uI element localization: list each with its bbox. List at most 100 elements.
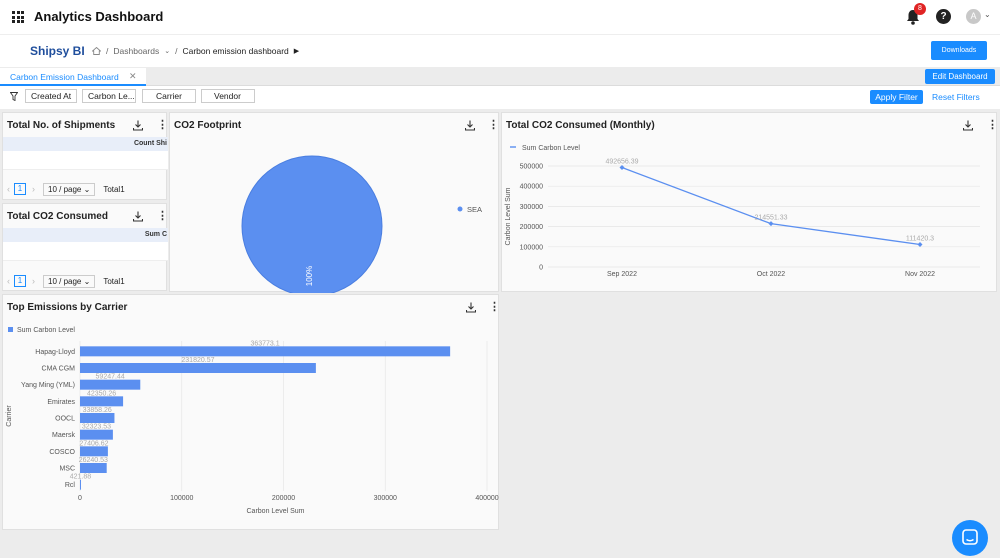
chevron-right-icon[interactable]: › bbox=[32, 276, 35, 286]
tab-bar: Carbon Emission Dashboard ✕ Edit Dashboa… bbox=[0, 67, 1000, 86]
download-icon[interactable] bbox=[133, 211, 143, 222]
y-axis-label: Carbon Level Sum bbox=[505, 187, 512, 245]
panel-monthly-co2: Total CO2 Consumed (Monthly) ⋮ Sum Carbo… bbox=[501, 112, 998, 292]
page-number[interactable]: 1 bbox=[14, 275, 26, 287]
filter-bar: Created At Carbon Le... Carrier Vendor A… bbox=[0, 86, 1000, 109]
pie-slice[interactable] bbox=[241, 155, 383, 293]
chat-icon bbox=[962, 529, 978, 545]
panel-total-shipments: Total No. of Shipments ⋮ Count Shi ‹ 1 ›… bbox=[2, 112, 168, 200]
chevron-left-icon[interactable]: ‹ bbox=[7, 276, 10, 286]
page-size-value: 10 / page bbox=[48, 276, 82, 286]
panel-title: CO2 Footprint bbox=[174, 120, 242, 131]
table-row bbox=[3, 151, 168, 170]
filter-carbon-level[interactable]: Carbon Le... bbox=[82, 89, 136, 103]
y-tick-label: COSCO bbox=[49, 449, 75, 456]
filter-carrier[interactable]: Carrier bbox=[142, 89, 196, 103]
panel-title: Total CO2 Consumed bbox=[7, 211, 108, 222]
legend-swatch bbox=[8, 327, 13, 332]
downloads-button[interactable]: Downloads bbox=[931, 41, 987, 60]
data-point[interactable] bbox=[619, 164, 625, 170]
table-row bbox=[3, 242, 168, 261]
chevron-down-icon[interactable]: ⌄ bbox=[164, 48, 171, 55]
data-label: 42350.26 bbox=[87, 390, 116, 397]
filter-icon[interactable] bbox=[10, 92, 18, 101]
download-icon[interactable] bbox=[466, 302, 476, 313]
bar[interactable] bbox=[80, 363, 316, 373]
y-tick-label: Hapag-Lloyd bbox=[35, 349, 75, 356]
download-icon[interactable] bbox=[963, 120, 973, 131]
brand-logo[interactable]: Shipsy BI bbox=[30, 44, 85, 58]
data-point[interactable] bbox=[768, 221, 774, 227]
y-tick-label: Maersk bbox=[52, 432, 75, 439]
filter-vendor[interactable]: Vendor bbox=[201, 89, 255, 103]
bar[interactable] bbox=[80, 346, 451, 357]
table-header[interactable]: Count Shi bbox=[3, 137, 168, 151]
bar[interactable] bbox=[80, 429, 113, 440]
page-number[interactable]: 1 bbox=[14, 183, 26, 195]
data-point[interactable] bbox=[917, 241, 923, 247]
chat-button[interactable] bbox=[952, 520, 988, 556]
legend-label[interactable]: SEA bbox=[467, 205, 482, 214]
data-label: 214551.33 bbox=[754, 215, 787, 222]
home-icon[interactable] bbox=[92, 47, 101, 55]
chevron-right-icon[interactable]: › bbox=[32, 184, 35, 194]
page-size-select[interactable]: 10 / page ⌄ bbox=[43, 182, 96, 196]
y-tick-label: 100000 bbox=[520, 244, 543, 251]
x-axis-label: Carbon Level Sum bbox=[247, 508, 305, 515]
data-label: 363773.1 bbox=[250, 340, 279, 347]
chevron-down-icon[interactable]: ⌄ bbox=[984, 10, 991, 19]
y-tick-label: MSC bbox=[59, 466, 75, 473]
x-tick-label: Nov 2022 bbox=[905, 271, 935, 278]
close-icon[interactable]: ✕ bbox=[129, 71, 137, 81]
caret-right-icon[interactable]: ▶ bbox=[293, 48, 300, 55]
breadcrumb-dashboards[interactable]: Dashboards bbox=[113, 46, 160, 56]
avatar[interactable]: A bbox=[966, 9, 981, 24]
legend-label[interactable]: Sum Carbon Level bbox=[522, 145, 580, 152]
help-icon[interactable]: ? bbox=[936, 9, 951, 24]
chevron-left-icon[interactable]: ‹ bbox=[7, 184, 10, 194]
x-tick-label: 200000 bbox=[272, 495, 295, 502]
apps-grid-icon[interactable] bbox=[12, 11, 24, 23]
page-size-select[interactable]: 10 / page ⌄ bbox=[43, 274, 96, 288]
total-count: Total1 bbox=[103, 184, 125, 194]
apply-filter-button[interactable]: Apply Filter bbox=[870, 90, 923, 104]
tab-carbon-emission-dashboard[interactable]: Carbon Emission Dashboard bbox=[0, 68, 146, 86]
pagination: ‹ 1 › 10 / page ⌄ Total1 bbox=[7, 274, 125, 288]
notification-badge: 8 bbox=[914, 3, 926, 15]
pagination: ‹ 1 › 10 / page ⌄ Total1 bbox=[7, 182, 125, 196]
legend-swatch bbox=[457, 206, 463, 212]
y-tick-label: 200000 bbox=[520, 224, 543, 231]
legend-label[interactable]: Sum Carbon Level bbox=[17, 327, 75, 334]
more-vertical-icon[interactable]: ⋮ bbox=[157, 210, 168, 222]
page-size-value: 10 / page bbox=[48, 184, 82, 194]
panel-co2-footprint: CO2 Footprint ⋮ 100% SEA bbox=[169, 112, 499, 293]
table-header[interactable]: Sum C bbox=[3, 228, 168, 242]
pie-slice-label: 100% bbox=[305, 266, 314, 286]
data-label: 111420.3 bbox=[906, 235, 934, 242]
reset-filters-link[interactable]: Reset Filters bbox=[932, 92, 980, 102]
y-tick-label: Rcl bbox=[65, 482, 76, 489]
data-label: 26240.53 bbox=[79, 457, 108, 464]
top-bar: Analytics Dashboard 8 ? A ⌄ bbox=[0, 0, 1000, 34]
bar[interactable] bbox=[80, 446, 108, 457]
download-icon[interactable] bbox=[465, 120, 475, 131]
more-vertical-icon[interactable]: ⋮ bbox=[157, 119, 168, 131]
x-tick-label: 100000 bbox=[170, 495, 193, 502]
bar[interactable] bbox=[80, 479, 81, 490]
y-tick-label: 500000 bbox=[520, 164, 543, 171]
bar[interactable] bbox=[80, 379, 141, 390]
bar[interactable] bbox=[80, 413, 115, 423]
edit-dashboard-button[interactable]: Edit Dashboard bbox=[925, 69, 995, 84]
breadcrumb-current: Carbon emission dashboard bbox=[182, 46, 289, 56]
filter-created-at[interactable]: Created At bbox=[25, 89, 77, 103]
x-tick-label: 400000 bbox=[475, 495, 498, 502]
download-icon[interactable] bbox=[133, 120, 143, 131]
bar[interactable] bbox=[80, 396, 124, 407]
panel-total-co2-consumed: Total CO2 Consumed ⋮ Sum C ‹ 1 › 10 / pa… bbox=[2, 203, 168, 291]
data-label: 33858.26 bbox=[83, 407, 112, 414]
panel-title: Total CO2 Consumed (Monthly) bbox=[506, 120, 655, 131]
bar[interactable] bbox=[80, 463, 107, 473]
panel-top-emissions: Top Emissions by Carrier ⋮ Sum Carbon Le… bbox=[2, 294, 500, 530]
y-tick-label: 300000 bbox=[520, 204, 543, 211]
series-line bbox=[621, 166, 921, 246]
